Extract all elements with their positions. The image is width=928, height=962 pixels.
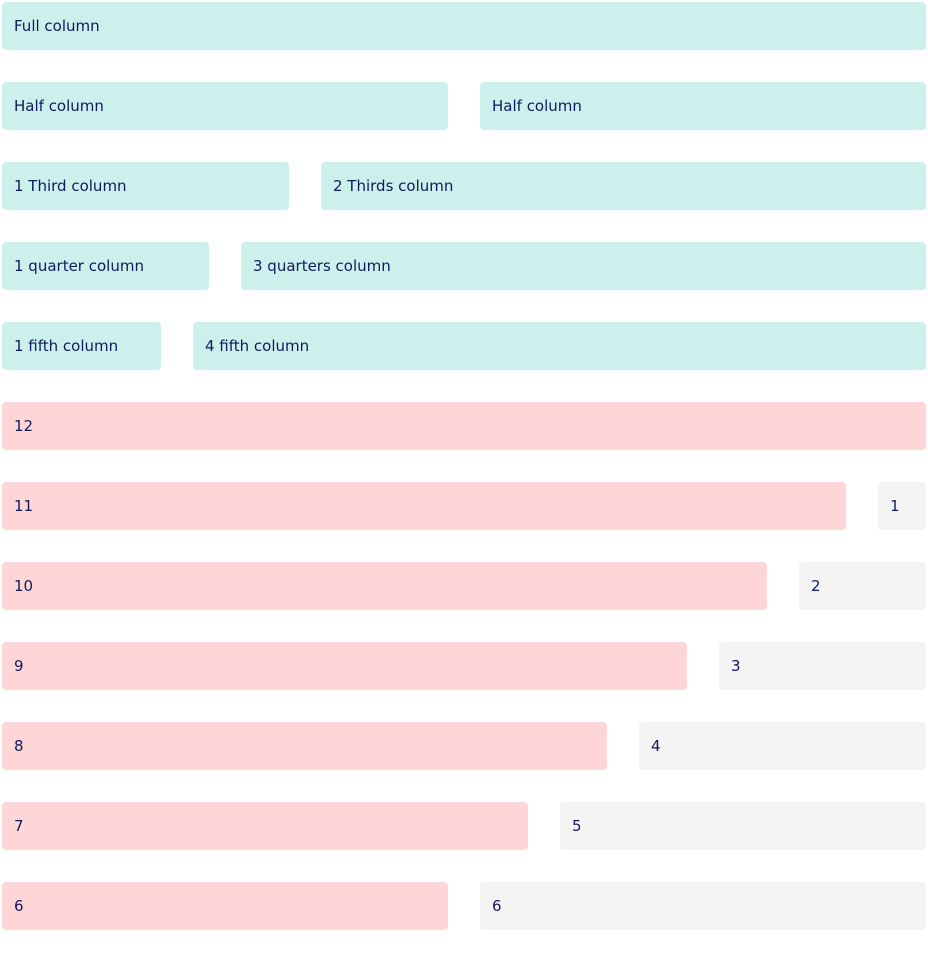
- grid-row-quarters: 1 quarter column 3 quarters column: [2, 242, 926, 290]
- grid-row-span-6-6: 6 6: [2, 882, 926, 930]
- grid-row-fifths: 1 fifth column 4 fifth column: [2, 322, 926, 370]
- column-half: Half column: [2, 82, 448, 130]
- column-span-6: 6: [2, 882, 448, 930]
- column-full: Full column: [2, 2, 926, 50]
- column-span-10: 10: [2, 562, 767, 610]
- column-one-third: 1 Third column: [2, 162, 289, 210]
- column-span-1: 1: [878, 482, 926, 530]
- column-span-6: 6: [480, 882, 926, 930]
- grid-row-span-12: 12: [2, 402, 926, 450]
- column-one-quarter: 1 quarter column: [2, 242, 209, 290]
- column-span-5: 5: [560, 802, 926, 850]
- column-half: Half column: [480, 82, 926, 130]
- grid-row-full: Full column: [2, 2, 926, 50]
- grid-row-halves: Half column Half column: [2, 82, 926, 130]
- column-three-quarters: 3 quarters column: [241, 242, 926, 290]
- column-span-11: 11: [2, 482, 846, 530]
- grid-row-span-11-1: 11 1: [2, 482, 926, 530]
- grid-row-span-10-2: 10 2: [2, 562, 926, 610]
- column-span-12: 12: [2, 402, 926, 450]
- column-four-fifths: 4 fifth column: [193, 322, 926, 370]
- column-span-2: 2: [799, 562, 926, 610]
- column-span-3: 3: [719, 642, 926, 690]
- column-span-8: 8: [2, 722, 607, 770]
- grid-row-span-9-3: 9 3: [2, 642, 926, 690]
- column-two-thirds: 2 Thirds column: [321, 162, 926, 210]
- column-one-fifth: 1 fifth column: [2, 322, 161, 370]
- column-span-7: 7: [2, 802, 528, 850]
- grid-row-span-7-5: 7 5: [2, 802, 926, 850]
- grid-row-thirds: 1 Third column 2 Thirds column: [2, 162, 926, 210]
- grid-row-span-8-4: 8 4: [2, 722, 926, 770]
- column-span-4: 4: [639, 722, 926, 770]
- column-span-9: 9: [2, 642, 687, 690]
